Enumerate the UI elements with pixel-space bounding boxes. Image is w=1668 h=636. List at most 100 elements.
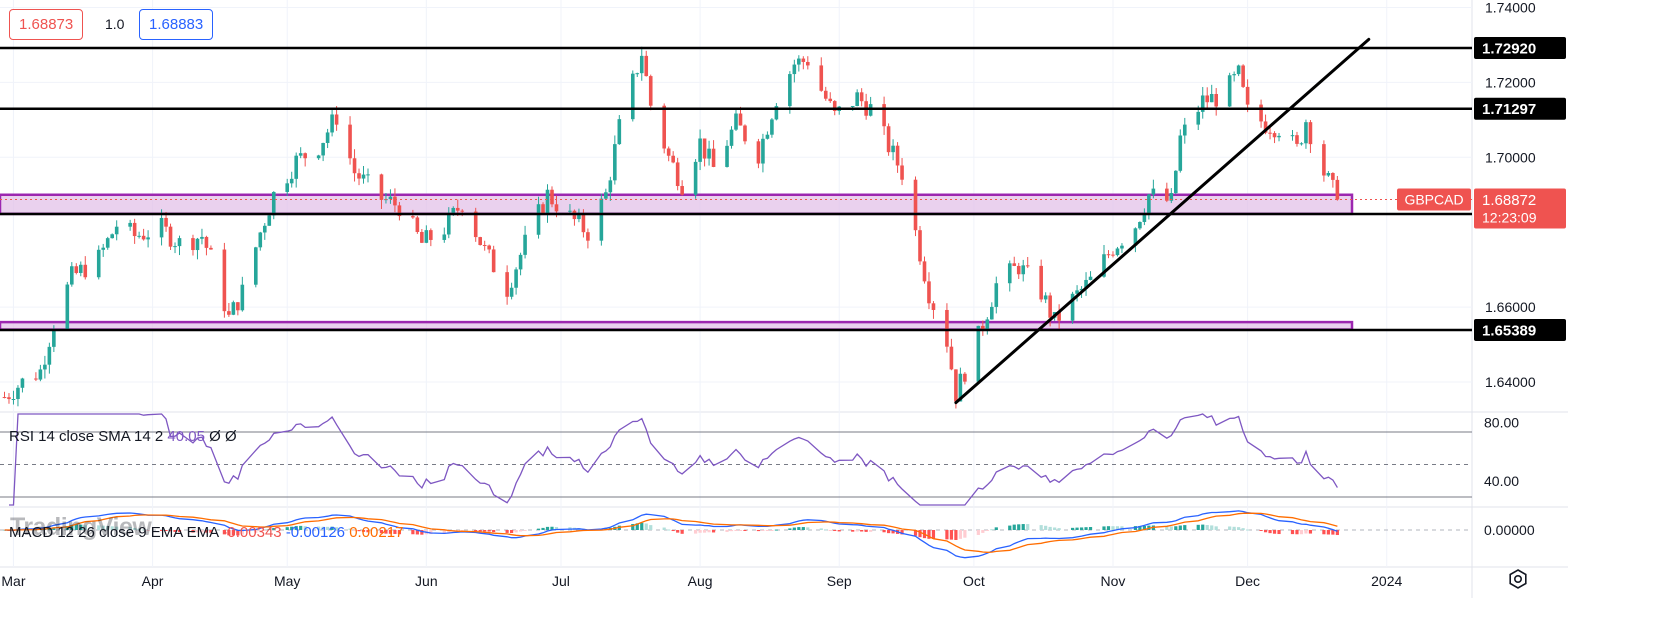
candle-body bbox=[191, 238, 195, 251]
macd-histogram-bar bbox=[981, 530, 985, 533]
candle-body bbox=[761, 138, 765, 164]
macd-histogram-bar bbox=[954, 530, 958, 540]
candle-body bbox=[83, 264, 88, 278]
macd-histogram-bar bbox=[990, 529, 994, 531]
macd-histogram-bar bbox=[1017, 524, 1021, 530]
candle-body bbox=[1111, 254, 1115, 256]
candle-body bbox=[209, 247, 213, 250]
price-zone bbox=[0, 320, 1354, 331]
macd-histogram-bar bbox=[83, 525, 87, 530]
candle-body bbox=[958, 373, 963, 402]
macd-histogram-bar bbox=[949, 530, 954, 540]
candle-body bbox=[1295, 135, 1299, 144]
candle-body bbox=[1151, 188, 1156, 195]
macd-histogram-bar bbox=[518, 530, 523, 532]
macd-histogram-bar bbox=[837, 530, 841, 532]
macd-histogram-bar bbox=[1044, 525, 1048, 530]
macd-histogram-bar bbox=[1169, 526, 1173, 530]
candle-body bbox=[393, 196, 397, 206]
candle-body bbox=[734, 113, 738, 130]
macd-histogram-bar bbox=[828, 530, 832, 531]
candle-body bbox=[114, 226, 119, 235]
candle-body bbox=[954, 369, 958, 402]
candle-body bbox=[1272, 133, 1277, 138]
macd-histogram-bar bbox=[1277, 530, 1281, 535]
candle-body bbox=[204, 236, 209, 248]
macd-histogram-bar bbox=[236, 530, 240, 536]
macd-histogram-bar bbox=[505, 530, 509, 533]
candle-body bbox=[1147, 194, 1151, 214]
macd-histogram-bar bbox=[1057, 528, 1061, 530]
support-resistance-zones bbox=[0, 193, 1354, 331]
candle-body bbox=[913, 179, 918, 231]
candle-body bbox=[801, 58, 806, 62]
candle-body bbox=[545, 189, 550, 214]
macd-legend-histogram-value: -0.00343 bbox=[222, 524, 285, 541]
candle-body bbox=[101, 247, 106, 250]
time-axis-tick-label: Nov bbox=[1101, 573, 1126, 589]
candle-body bbox=[850, 105, 855, 107]
candle-body bbox=[613, 144, 617, 181]
candle-body bbox=[236, 302, 240, 311]
macd-histogram-bar bbox=[483, 530, 487, 532]
price-axis-tick-label: 1.70000 bbox=[1485, 149, 1536, 165]
candle-body bbox=[415, 217, 420, 232]
candle-body bbox=[927, 281, 931, 304]
candle-body bbox=[505, 272, 509, 297]
macd-histogram-bar bbox=[1326, 530, 1330, 535]
buy-price-button[interactable]: 1.68883 bbox=[139, 9, 214, 40]
macd-histogram-bar bbox=[649, 525, 653, 530]
candle-body bbox=[379, 174, 384, 200]
macd-histogram-bar bbox=[1039, 525, 1043, 530]
macd-histogram-bar bbox=[1331, 530, 1335, 535]
candle-body bbox=[1165, 188, 1169, 201]
macd-histogram-bar bbox=[797, 527, 801, 530]
level-price-label-bg bbox=[1474, 319, 1566, 342]
candle-body bbox=[886, 126, 891, 153]
macd-histogram-bar bbox=[478, 530, 482, 532]
macd-histogram-bar bbox=[191, 530, 195, 533]
macd-histogram-bar bbox=[415, 530, 419, 535]
macd-histogram-bar bbox=[1237, 527, 1241, 530]
macd-histogram-bar bbox=[886, 530, 891, 534]
candle-body bbox=[96, 249, 101, 278]
candle-body bbox=[128, 222, 132, 227]
indicator-legends: RSI 14 close SMA 14 2 40.05 Ø Ø MACD 12 2… bbox=[9, 428, 403, 541]
sell-price-button[interactable]: 1.68873 bbox=[9, 9, 84, 40]
time-axis-tick-label: Dec bbox=[1235, 573, 1260, 589]
candle-body bbox=[2, 397, 7, 399]
candle-body bbox=[34, 378, 38, 380]
bar-countdown: 12:23:09 bbox=[1482, 210, 1537, 226]
gear-icon[interactable] bbox=[1507, 568, 1529, 590]
candle-body bbox=[47, 346, 52, 365]
candle-body bbox=[666, 148, 671, 156]
macd-histogram-bar bbox=[743, 530, 747, 531]
candle-body bbox=[963, 373, 967, 382]
candle-body bbox=[1232, 74, 1236, 76]
candle-body bbox=[294, 155, 298, 179]
macd-histogram-bar bbox=[1021, 524, 1025, 530]
candle-body bbox=[990, 306, 994, 320]
macd-histogram-bar bbox=[1165, 526, 1169, 530]
macd-histogram-bar bbox=[676, 530, 680, 533]
candle-body bbox=[1174, 170, 1178, 194]
candle-body bbox=[832, 101, 837, 111]
macd-histogram-bar bbox=[330, 526, 334, 530]
candle-body bbox=[738, 113, 743, 126]
macd-pane bbox=[0, 510, 1472, 559]
macd-histogram-bar bbox=[1138, 525, 1142, 530]
time-axis-tick-label: Oct bbox=[963, 573, 985, 589]
candle-body bbox=[1075, 290, 1079, 294]
macd-histogram-bar bbox=[788, 528, 792, 530]
macd-histogram-bar bbox=[855, 530, 859, 532]
macd-histogram-bar bbox=[222, 530, 226, 535]
candle-body bbox=[1169, 193, 1174, 201]
macd-histogram-bar bbox=[397, 530, 402, 535]
candle-body bbox=[859, 92, 864, 102]
macd-histogram-bar bbox=[1205, 524, 1209, 530]
candle-body bbox=[891, 145, 895, 153]
candle-body bbox=[680, 186, 684, 195]
macd-histogram-bar bbox=[411, 530, 415, 535]
macd-histogram-bar bbox=[1070, 527, 1075, 530]
